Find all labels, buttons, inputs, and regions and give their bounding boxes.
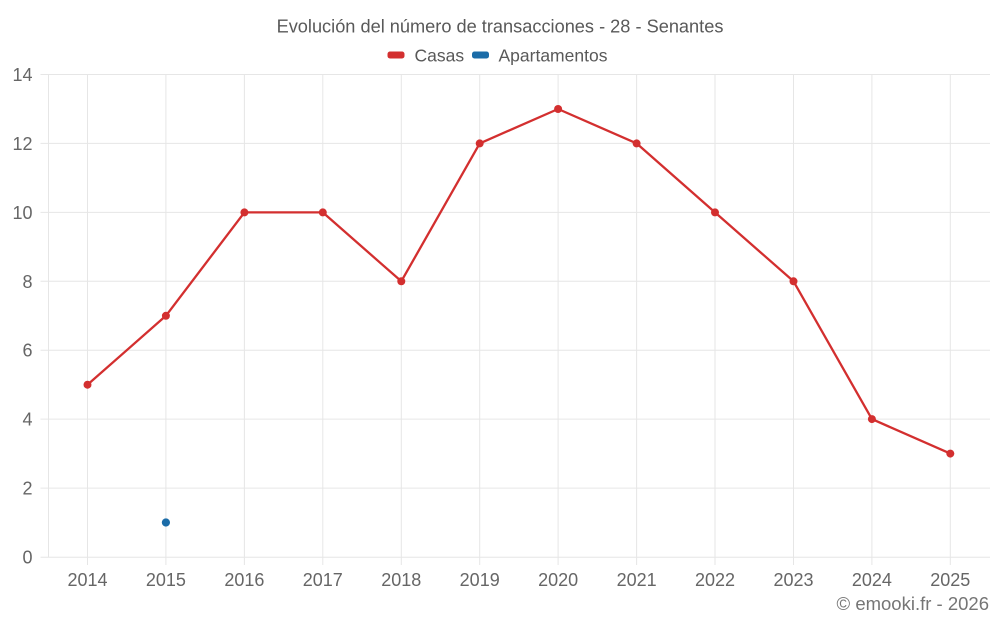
- svg-text:2020: 2020: [538, 570, 578, 590]
- svg-text:Apartamentos: Apartamentos: [499, 46, 608, 66]
- svg-text:© emooki.fr - 2026: © emooki.fr - 2026: [837, 593, 989, 614]
- svg-text:2023: 2023: [773, 570, 813, 590]
- svg-text:2017: 2017: [303, 570, 343, 590]
- svg-text:2021: 2021: [617, 570, 657, 590]
- svg-text:14: 14: [12, 65, 32, 85]
- svg-text:2016: 2016: [224, 570, 264, 590]
- svg-text:10: 10: [12, 203, 32, 223]
- svg-text:2018: 2018: [381, 570, 421, 590]
- svg-text:2025: 2025: [930, 570, 970, 590]
- svg-text:0: 0: [22, 548, 32, 568]
- svg-text:6: 6: [22, 341, 32, 361]
- svg-text:2014: 2014: [67, 570, 107, 590]
- svg-text:2024: 2024: [852, 570, 892, 590]
- svg-text:2015: 2015: [146, 570, 186, 590]
- svg-text:4: 4: [22, 410, 32, 430]
- svg-text:2019: 2019: [460, 570, 500, 590]
- svg-text:Casas: Casas: [415, 46, 465, 66]
- svg-text:8: 8: [22, 272, 32, 292]
- svg-text:2: 2: [22, 479, 32, 499]
- svg-text:Evolución del número de transa: Evolución del número de transacciones - …: [277, 16, 724, 36]
- svg-text:2022: 2022: [695, 570, 735, 590]
- svg-text:12: 12: [12, 134, 32, 154]
